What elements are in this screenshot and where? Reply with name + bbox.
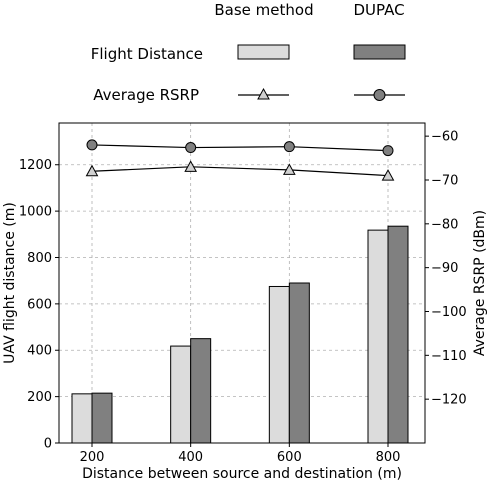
y-left-tick-label: 1200 — [19, 158, 52, 173]
point-rsrp-dupac-400 — [185, 142, 197, 154]
ticks: 0 200 400 600 800 1000 1200 −60 −70 −80 −90 −100 −11… — [19, 130, 467, 465]
y-axis-left-title: UAV flight distance (m) — [2, 202, 18, 364]
bar-base-800 — [367, 229, 389, 444]
y-right-tick-label: −100 — [431, 305, 467, 320]
legend-swatch-dupac-bar — [353, 44, 406, 60]
y-left-tick-label: 0 — [44, 437, 52, 452]
bar-dupac-400 — [190, 338, 212, 444]
point-rsrp-base-200 — [85, 164, 99, 177]
x-tick-label: 400 — [178, 450, 203, 465]
bar-dupac-800 — [387, 225, 409, 444]
y-right-tick-label: −80 — [431, 217, 458, 232]
plot-frame — [58, 122, 426, 444]
y-right-tick-label: −90 — [431, 261, 458, 276]
legend-col-base: Base method — [214, 1, 313, 19]
y-left-tick-label: 200 — [27, 390, 52, 405]
bars — [71, 225, 409, 444]
point-rsrp-base-600 — [282, 163, 296, 175]
point-rsrp-base-400 — [184, 160, 198, 172]
x-tick-label: 800 — [376, 450, 401, 465]
point-rsrp-dupac-800 — [382, 145, 394, 157]
point-rsrp-base-800 — [381, 169, 395, 181]
x-axis-title: Distance between source and destination … — [82, 466, 402, 482]
y-left-tick-label: 600 — [27, 297, 52, 312]
legend-row-average-rsrp: Average RSRP — [93, 86, 199, 104]
y-right-tick-label: −60 — [431, 130, 458, 145]
legend-triangle-marker-icon — [257, 87, 270, 100]
legend-circle-marker-icon — [373, 89, 386, 101]
line-rsrp-base — [91, 166, 389, 177]
point-rsrp-dupac-200 — [86, 139, 98, 151]
point-rsrp-dupac-600 — [283, 141, 295, 153]
line-rsrp-dupac — [91, 144, 389, 152]
y-axis-right-title: Average RSRP (dBm) — [472, 210, 488, 356]
legend-swatch-base-bar — [237, 44, 290, 60]
legend: Base method DUPAC Flight Distance Averag… — [91, 1, 406, 104]
y-right-tick-label: −110 — [431, 349, 467, 364]
x-tick-label: 600 — [277, 450, 302, 465]
x-tick-label: 200 — [80, 450, 105, 465]
bar-base-600 — [268, 285, 290, 444]
bar-base-400 — [170, 345, 192, 444]
bar-dupac-600 — [288, 282, 310, 444]
legend-row-flight-distance: Flight Distance — [91, 45, 203, 63]
y-left-tick-label: 400 — [27, 344, 52, 359]
y-left-tick-label: 800 — [27, 251, 52, 266]
y-right-tick-label: −120 — [431, 393, 467, 408]
lines — [85, 139, 395, 181]
bar-base-200 — [71, 393, 93, 444]
bar-dupac-200 — [91, 392, 113, 444]
y-left-tick-label: 1000 — [19, 205, 52, 220]
legend-col-dupac: DUPAC — [353, 1, 404, 19]
y-right-tick-label: −70 — [431, 173, 458, 188]
